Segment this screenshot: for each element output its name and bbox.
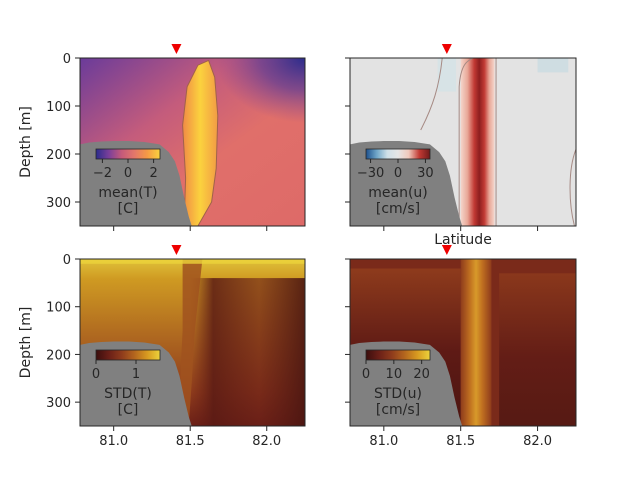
cold-surface-patch (205, 58, 305, 130)
colorbar-tick-label: −30 (357, 166, 384, 181)
x-tick-label: 81.0 (369, 434, 398, 449)
station-marker-triangle (171, 44, 182, 54)
y-tick-label: 300 (46, 396, 71, 411)
colorbar-label: mean(T) (98, 185, 157, 201)
colorbar-label: STD(u) (374, 386, 422, 402)
colorbar-tick-label: 1 (132, 367, 140, 382)
colorbar-label: [cm/s] (376, 201, 420, 217)
colorbar (365, 349, 431, 361)
axes-frame (79, 57, 306, 227)
y-axis-label: Depth [m] (18, 106, 34, 178)
y-tick-label: 300 (46, 196, 71, 211)
station-marker-triangle (171, 245, 182, 255)
y-tick-label: 200 (46, 348, 71, 363)
axes-frame (349, 258, 577, 427)
low-variability-region (190, 278, 305, 426)
zero-contour (420, 58, 443, 131)
panel-top-left: 0 100 200 300 Depth [m] −2 0 2 mean(T)[C] (18, 44, 306, 231)
x-tick-label: 82.0 (252, 434, 281, 449)
station-marker-triangle (441, 44, 452, 54)
x-tick-label: 81.5 (176, 434, 205, 449)
axes-frame (349, 57, 577, 227)
y-tick-label: 0 (63, 253, 71, 268)
x-tick-label: 81.0 (99, 434, 128, 449)
colorbar-tick-label: 10 (386, 367, 403, 382)
colorbar-tick-label: 0 (394, 166, 402, 181)
variability-tongue (178, 259, 203, 426)
colorbar-tick-label: 20 (413, 367, 430, 382)
x-tick-label: 81.5 (446, 434, 475, 449)
warm-core-contour (182, 59, 219, 226)
colorbar-tick-label: 2 (149, 166, 157, 181)
bathymetry-land (80, 341, 192, 426)
boundary-current-jet (460, 58, 495, 226)
colorbar (365, 148, 431, 160)
colorbar-tick-label: −2 (93, 166, 112, 181)
y-tick-label: 100 (46, 100, 71, 115)
zero-contour (458, 58, 474, 226)
panel-top-right: −30 0 30 mean(u)[cm/s] (345, 44, 577, 231)
y-axis-label: Depth [m] (18, 307, 34, 379)
colorbar-label: [C] (118, 402, 139, 418)
y-tick-label: 200 (46, 148, 71, 163)
bathymetry-land (350, 141, 463, 226)
weak-westward-patch (537, 58, 569, 73)
colorbar-tick-label: 30 (417, 166, 434, 181)
axes-frame (79, 258, 306, 427)
colorbar-label: [C] (118, 201, 139, 217)
panel-bottom-right: 81.0 81.5 82.0 Latitude 0 10 20 STD(u)[cm/s] (345, 232, 577, 449)
colorbar-tick-label: 0 (92, 367, 100, 382)
jet-high-variability (460, 259, 492, 426)
zero-contour (569, 149, 576, 226)
colorbar-label: [cm/s] (376, 402, 420, 418)
panel-bottom-left: 81.0 81.5 82.0 0 100 200 300 Depth [m] 0 1 STD(T)[… (18, 245, 306, 449)
panel-title: Latitude (434, 232, 492, 248)
station-marker-triangle (441, 245, 452, 255)
colorbar-tick-label: 0 (124, 166, 132, 181)
colorbar-label: STD(T) (104, 386, 152, 402)
weak-westward-patch (437, 58, 457, 92)
bathymetry-land (350, 341, 463, 426)
surface-high-variability (80, 259, 305, 264)
offshore-low-variability (499, 273, 576, 426)
colorbar-label: mean(u) (368, 185, 428, 201)
x-tick-label: 82.0 (523, 434, 552, 449)
y-tick-label: 100 (46, 301, 71, 316)
colorbar (95, 349, 161, 361)
y-tick-label: 0 (63, 52, 71, 67)
colorbar (95, 148, 161, 160)
colorbar-tick-label: 0 (362, 367, 370, 382)
bathymetry-land (80, 141, 192, 226)
